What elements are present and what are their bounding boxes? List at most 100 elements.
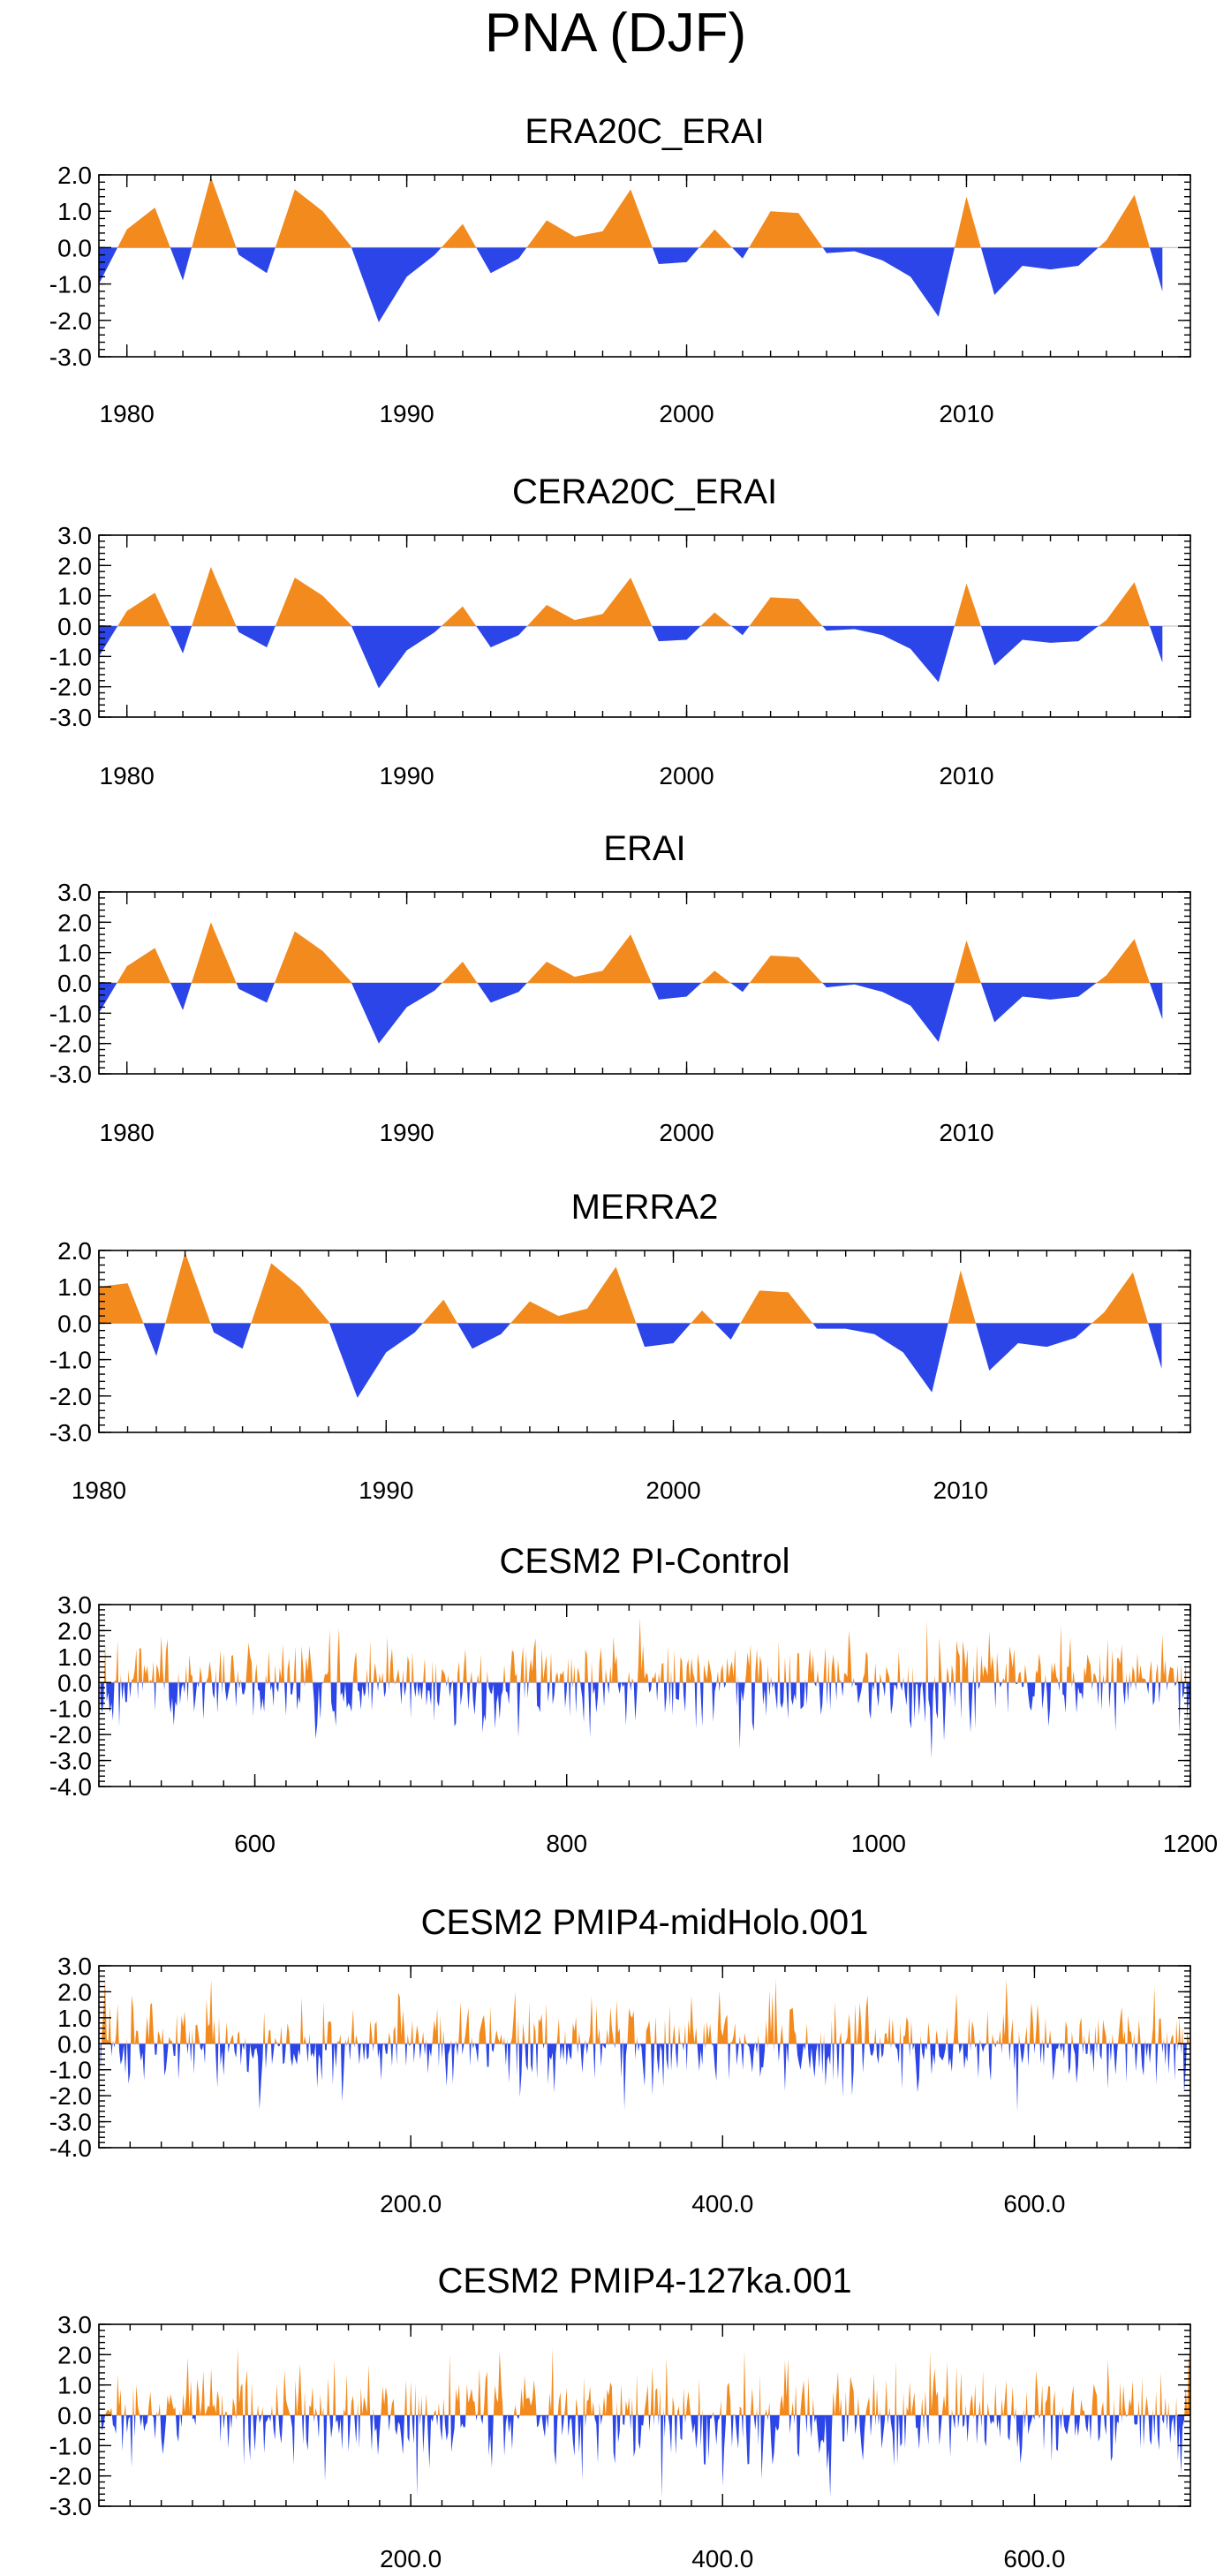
- y-tick-label: -1.0: [49, 643, 92, 670]
- x-tick-label: 2000: [659, 400, 714, 427]
- y-tick-label: -2.0: [49, 307, 92, 335]
- x-tick-label: 600.0: [1003, 2545, 1065, 2572]
- x-tick-label: 800: [546, 1830, 587, 1857]
- x-tick-label: 2010: [939, 1119, 993, 1146]
- x-tick-label: 400.0: [691, 2545, 753, 2572]
- panel-title: CESM2 PI-Control: [500, 1542, 790, 1581]
- y-tick-label: -2.0: [49, 1383, 92, 1410]
- panel-title: CESM2 PMIP4-midHolo.001: [421, 1903, 869, 1942]
- y-tick-label: 2.0: [57, 1978, 92, 2006]
- panel-merra2: MERRA2 1980 1990 2000 2010 2.0 1.0 0.0 -1.0 -2.0 -…: [49, 1188, 1191, 1504]
- panel-title: ERA20C_ERAI: [525, 112, 764, 151]
- y-tick-label: 0.0: [57, 234, 92, 261]
- y-tick-label: -2.0: [49, 2082, 92, 2110]
- y-tick-label: 1.0: [57, 940, 92, 967]
- y-tick-label: -3.0: [49, 2493, 92, 2520]
- panel-cera20c-erai: CERA20C_ERAI 1980 1990 2000 2010 3.0 2.0 1.0 0.0…: [49, 472, 1191, 789]
- x-tick-label: 1980: [100, 400, 155, 427]
- x-tick-label: 600.0: [1003, 2190, 1065, 2217]
- panel-era20c-erai: ERA20C_ERAI 1980 1990 2000 2010 2.0 1.0 0.0 -1.0…: [49, 112, 1191, 427]
- y-tick-label: 1.0: [57, 198, 92, 225]
- y-tick-label: 1.0: [57, 583, 92, 610]
- x-tick-label: 2000: [646, 1477, 700, 1504]
- x-tick-label: 1980: [72, 1477, 126, 1504]
- x-tick-label: 200.0: [380, 2545, 442, 2572]
- x-tick-label: 2010: [939, 400, 993, 427]
- panel-cesm2-pi-control: CESM2 PI-Control 600 800 1000 1200 3.02.01.00…: [49, 1542, 1218, 1857]
- x-tick-label: 1980: [100, 1119, 155, 1146]
- positive-area: [99, 567, 1163, 626]
- y-tick-label: -3.0: [49, 704, 92, 731]
- y-tick-label: -4.0: [49, 2134, 92, 2162]
- negative-area: [99, 983, 1163, 1044]
- y-tick-label: 1.0: [57, 2372, 92, 2399]
- x-tick-label: 400.0: [691, 2190, 753, 2217]
- panel-title: ERAI: [603, 829, 685, 868]
- y-tick-label: -1.0: [49, 2432, 92, 2459]
- y-tick-label: 0.0: [57, 970, 92, 997]
- y-tick-label: 3.0: [57, 1591, 92, 1619]
- y-tick-label: 3.0: [57, 879, 92, 906]
- y-tick-label: 3.0: [57, 2311, 92, 2338]
- y-tick-label: 2.0: [57, 1617, 92, 1644]
- negative-area: [143, 1323, 1162, 1398]
- y-tick-label: -1.0: [49, 1696, 92, 1723]
- x-tick-label: 600: [234, 1830, 276, 1857]
- negative-area: [100, 2415, 1190, 2498]
- negative-area: [99, 247, 1163, 322]
- positive-area: [99, 922, 1163, 983]
- x-tick-label: 1990: [379, 762, 434, 789]
- negative-area: [100, 2043, 1190, 2111]
- x-tick-label: 1990: [379, 400, 434, 427]
- positive-area: [102, 1978, 1189, 2044]
- plot-frame: [98, 1965, 1191, 2149]
- panel-erai: ERAI 1980 1990 2000 2010 3.0 2.0 1.0 0.0 -1.0 -2.0…: [49, 829, 1191, 1146]
- y-tick-label: -3.0: [49, 1061, 92, 1088]
- y-tick-label: -3.0: [49, 1419, 92, 1447]
- negative-area: [100, 1682, 1190, 1758]
- y-tick-label: 2.0: [57, 909, 92, 936]
- x-tick-label: 1980: [100, 762, 155, 789]
- panel-title: CERA20C_ERAI: [512, 472, 777, 511]
- y-tick-label: 0.0: [57, 2030, 92, 2058]
- y-tick-label: 2.0: [57, 162, 92, 189]
- y-tick-label: 0.0: [57, 1310, 92, 1337]
- y-tick-label: 0.0: [57, 1669, 92, 1696]
- y-tick-label: -3.0: [49, 344, 92, 371]
- x-tick-label: 2000: [659, 1119, 714, 1146]
- x-tick-label: 2010: [933, 1477, 988, 1504]
- y-tick-label: -2.0: [49, 2463, 92, 2490]
- plot-frame: [98, 174, 1191, 358]
- y-tick-label: 0.0: [57, 613, 92, 640]
- y-tick-label: -3.0: [49, 1748, 92, 1775]
- y-tick-label: -2.0: [49, 1721, 92, 1749]
- x-tick-label: 1000: [851, 1830, 906, 1857]
- y-tick-label: 1.0: [57, 1643, 92, 1671]
- positive-area: [103, 1618, 1187, 1683]
- y-tick-label: 2.0: [57, 2341, 92, 2368]
- y-tick-label: -2.0: [49, 1031, 92, 1058]
- x-tick-label: 2000: [659, 762, 714, 789]
- panel-title: CESM2 PMIP4-127ka.001: [437, 2262, 851, 2300]
- y-tick-label: -1.0: [49, 271, 92, 298]
- y-tick-label: 2.0: [57, 552, 92, 579]
- y-tick-label: 3.0: [57, 1953, 92, 1980]
- y-tick-label: -4.0: [49, 1773, 92, 1801]
- y-tick-label: -3.0: [49, 2109, 92, 2136]
- y-tick-label: -1.0: [49, 1347, 92, 1374]
- y-tick-label: 2.0: [57, 1237, 92, 1265]
- y-tick-label: -1.0: [49, 1000, 92, 1027]
- y-tick-label: 3.0: [57, 522, 92, 549]
- negative-area: [99, 626, 1163, 689]
- panel-title: MERRA2: [571, 1188, 719, 1227]
- y-tick-label: -1.0: [49, 2057, 92, 2084]
- x-tick-label: 2010: [939, 762, 993, 789]
- positive-area: [100, 2347, 1190, 2415]
- panel-cesm2-pmip4-midholo-001: CESM2 PMIP4-midHolo.001 200.0 400.0 600.0 3.…: [49, 1903, 1191, 2217]
- panel-cesm2-pmip4-127ka-001: CESM2 PMIP4-127ka.001 200.0 400.0 600.0 3.0 2…: [49, 2262, 1191, 2572]
- x-tick-label: 1200: [1163, 1830, 1218, 1857]
- plot-frame: [98, 1604, 1191, 1787]
- y-tick-label: 0.0: [57, 2402, 92, 2429]
- y-tick-label: -2.0: [49, 674, 92, 701]
